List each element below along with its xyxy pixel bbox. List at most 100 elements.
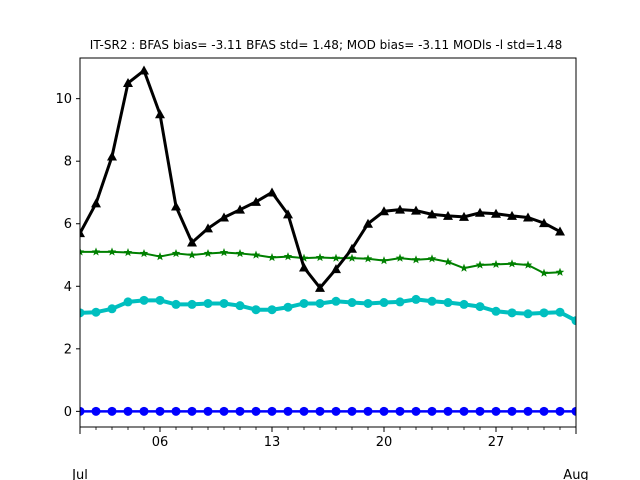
series-4-point xyxy=(91,198,101,208)
series-4-point xyxy=(187,237,197,247)
series-4-point xyxy=(379,206,389,216)
series-1-point xyxy=(219,406,229,416)
series-3-point xyxy=(139,248,149,258)
series-1-point xyxy=(123,406,133,416)
series-2-point xyxy=(299,298,309,308)
series-2-point xyxy=(363,298,373,308)
series-3-point xyxy=(283,252,293,261)
series-1-point xyxy=(555,406,565,416)
series-2-point xyxy=(107,304,117,314)
series-2-point xyxy=(315,298,325,308)
series-2-point xyxy=(347,298,357,308)
series-2-point xyxy=(187,299,197,309)
series-4-point xyxy=(427,209,437,219)
series-2-point xyxy=(251,305,261,315)
series-2-point xyxy=(283,302,293,312)
series-2-point xyxy=(267,305,277,315)
series-4-point xyxy=(155,109,165,119)
series-2-point xyxy=(475,302,485,312)
plot-frame xyxy=(79,57,577,428)
series-4-point xyxy=(203,223,213,233)
series-1-point xyxy=(315,406,325,416)
series-3-point xyxy=(80,247,85,256)
series-2-point xyxy=(555,307,565,317)
series-2-point xyxy=(379,298,389,308)
series-3-point xyxy=(299,253,309,262)
series-4-point xyxy=(363,218,373,228)
series-layer xyxy=(80,65,576,416)
series-3-point xyxy=(251,250,261,259)
series-1-point xyxy=(80,406,85,416)
series-1-point xyxy=(411,406,421,416)
series-4-point xyxy=(267,187,277,197)
series-4-point xyxy=(347,243,357,253)
series-3 xyxy=(80,247,565,277)
series-1-point xyxy=(267,406,277,416)
series-3-point xyxy=(539,268,549,277)
series-2-point xyxy=(443,298,453,308)
series-3-point xyxy=(459,263,469,272)
series-2-point xyxy=(80,308,85,318)
series-1-point xyxy=(427,406,437,416)
series-4-point xyxy=(459,211,469,221)
series-3-point xyxy=(171,248,181,258)
series-1-point xyxy=(539,406,549,416)
series-4-point xyxy=(523,212,533,222)
series-3-point xyxy=(267,253,277,262)
series-3-point xyxy=(507,259,517,268)
series-4-point xyxy=(299,262,309,272)
series-4-point xyxy=(539,218,549,228)
series-2-point xyxy=(395,297,405,307)
series-1-point xyxy=(235,406,245,416)
series-4 xyxy=(80,65,565,292)
plot-background xyxy=(80,58,576,427)
series-1 xyxy=(80,406,576,416)
series-3-point xyxy=(331,253,341,262)
series-1-point xyxy=(155,406,165,416)
series-4-point xyxy=(171,201,181,211)
y-tick-label: 4 xyxy=(64,280,72,295)
series-4-point xyxy=(235,204,245,214)
series-1-point xyxy=(171,406,181,416)
y-tick-label: 10 xyxy=(55,92,72,107)
series-3-point xyxy=(443,257,453,266)
series-4-point xyxy=(331,264,341,274)
series-4-point xyxy=(283,209,293,219)
series-3-point xyxy=(203,248,213,258)
series-3-point xyxy=(523,260,533,269)
series-2 xyxy=(80,294,576,326)
series-3-point xyxy=(187,250,197,259)
x-month-label: Aug xyxy=(563,468,588,480)
series-2-point xyxy=(427,296,437,306)
series-3-point xyxy=(379,256,389,265)
series-4-point xyxy=(475,207,485,217)
series-4-point xyxy=(107,151,117,161)
series-2-point xyxy=(507,308,517,318)
series-3-point xyxy=(107,247,117,256)
series-1-point xyxy=(139,406,149,416)
series-3-point xyxy=(555,267,565,276)
x-tick-label: 06 xyxy=(152,435,169,450)
series-4-point xyxy=(411,205,421,215)
series-3-point xyxy=(347,253,357,262)
series-2-point xyxy=(235,301,245,311)
y-tick-label: 0 xyxy=(64,405,72,420)
series-1-point xyxy=(491,406,501,416)
series-1-point xyxy=(283,406,293,416)
series-4-point xyxy=(555,226,565,236)
series-4-point xyxy=(395,204,405,214)
series-4-point xyxy=(491,208,501,218)
series-4-point xyxy=(443,210,453,220)
series-1-point xyxy=(443,406,453,416)
series-2-point xyxy=(155,295,165,305)
series-1-point xyxy=(507,406,517,416)
series-1-point xyxy=(363,406,373,416)
series-2-point xyxy=(459,299,469,309)
x-tick-label: 13 xyxy=(264,435,281,450)
series-2-point xyxy=(411,294,421,304)
series-1-point xyxy=(107,406,117,416)
series-1-point xyxy=(395,406,405,416)
series-3-point xyxy=(91,247,101,256)
series-4-point xyxy=(219,212,229,222)
